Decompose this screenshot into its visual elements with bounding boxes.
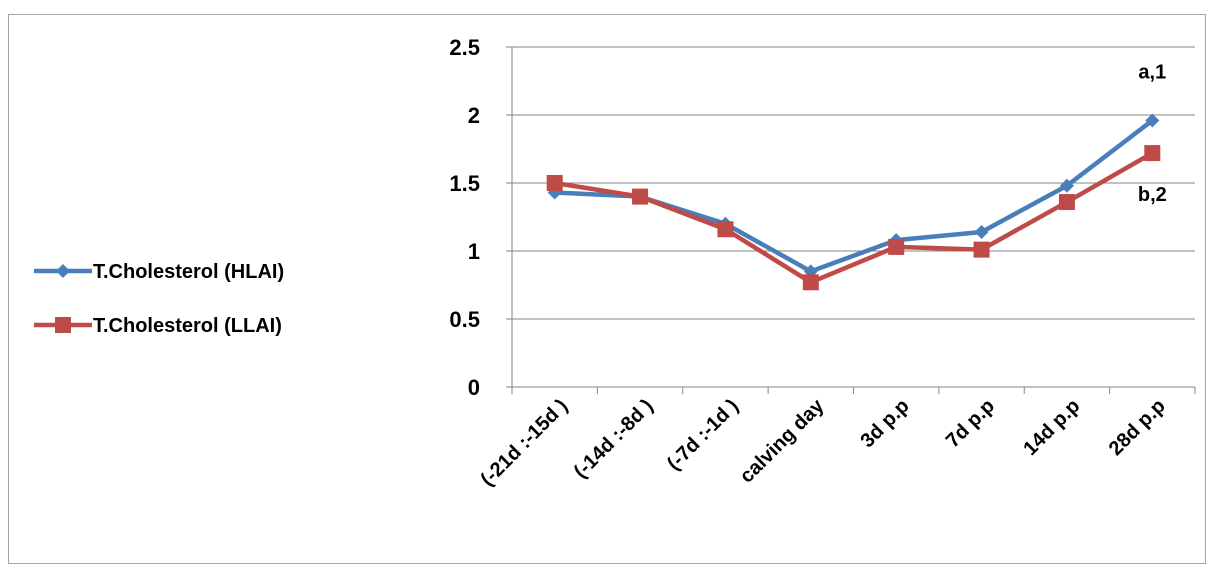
annotations: a,1 b,2 [1138, 61, 1167, 206]
data-point [1059, 178, 1074, 193]
y-tick-labels: 0 0.5 1 1.5 2 2.5 [449, 35, 480, 400]
x-tick-label: (-7d :-1d ) [663, 395, 743, 475]
y-tick-label: 0 [468, 375, 480, 400]
data-point [1144, 145, 1161, 162]
data-label: a,1 [1138, 61, 1166, 83]
series-group [546, 113, 1161, 291]
data-point [888, 238, 905, 255]
chart-frame [8, 14, 1206, 564]
data-point [546, 175, 563, 191]
series-line [554, 151, 1154, 285]
x-tick-label: 28d p.p [1105, 395, 1170, 460]
legend-label: T.Cholesterol (LLAI) [93, 315, 282, 337]
data-point [973, 241, 990, 258]
x-tick-label: (-14d :-8d ) [570, 395, 658, 483]
legend-item-2: T.Cholesterol (LLAI) [34, 315, 282, 337]
legend-label: T.Cholesterol (HLAI) [93, 261, 284, 283]
gridlines [512, 46, 1195, 320]
x-tick-label: (-21d :-15d ) [477, 395, 573, 491]
data-point [1058, 194, 1075, 211]
data-point [974, 224, 989, 239]
y-tick-label: 2.5 [449, 35, 480, 60]
data-label: b,2 [1138, 184, 1167, 206]
x-tick-label: 7d p.p [942, 395, 999, 452]
x-tick-label: calving day [736, 394, 829, 487]
y-tick-label: 1 [468, 239, 480, 264]
legend: T.Cholesterol (HLAI) T.Cholesterol (LLAI) [34, 261, 284, 337]
legend-item-1: T.Cholesterol (HLAI) [34, 261, 284, 283]
data-point [55, 317, 71, 333]
data-point [632, 188, 649, 205]
y-tick-label: 1.5 [449, 171, 480, 196]
x-tick-label: 14d p.p [1019, 395, 1084, 460]
data-point [717, 221, 734, 238]
y-tick-label: 2 [468, 103, 480, 128]
x-tick-label: 3d p.p [857, 395, 914, 452]
data-point [56, 264, 70, 278]
y-tick-label: 0.5 [449, 307, 480, 332]
data-point [802, 274, 819, 291]
axes [506, 46, 1196, 394]
series-2 [546, 145, 1161, 291]
data-point [1145, 113, 1160, 128]
x-tick-labels: (-21d :-15d )(-14d :-8d ) (-7d :-1d )calv… [477, 394, 1170, 490]
